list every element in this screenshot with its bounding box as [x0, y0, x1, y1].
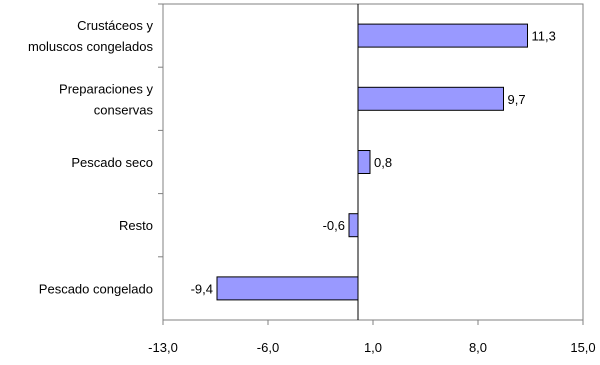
- category-label: Preparaciones y: [59, 81, 153, 96]
- category-label: Resto: [119, 218, 153, 233]
- category-label: conservas: [94, 102, 154, 117]
- data-label: -9,4: [191, 281, 213, 296]
- x-tick-label: -6,0: [257, 340, 279, 355]
- x-tick-label: 8,0: [469, 340, 487, 355]
- bar: [348, 213, 359, 238]
- x-tick-label: 15,0: [570, 340, 595, 355]
- data-label: 11,3: [532, 29, 556, 44]
- x-tick-label: 1,0: [364, 340, 382, 355]
- category-label: moluscos congelados: [28, 39, 154, 54]
- plot-frame: [162, 3, 584, 321]
- data-label: -0,6: [323, 218, 345, 233]
- bar: [216, 276, 359, 301]
- bar: [357, 23, 528, 48]
- category-label: Pescado seco: [71, 155, 153, 170]
- data-label: 0,8: [374, 155, 392, 170]
- category-label: Crustáceos y: [77, 18, 153, 33]
- bar: [357, 86, 504, 111]
- category-label: Pescado congelado: [39, 281, 153, 296]
- data-label: 9,7: [508, 92, 526, 107]
- x-tick-label: -13,0: [148, 340, 178, 355]
- bar: [357, 150, 371, 174]
